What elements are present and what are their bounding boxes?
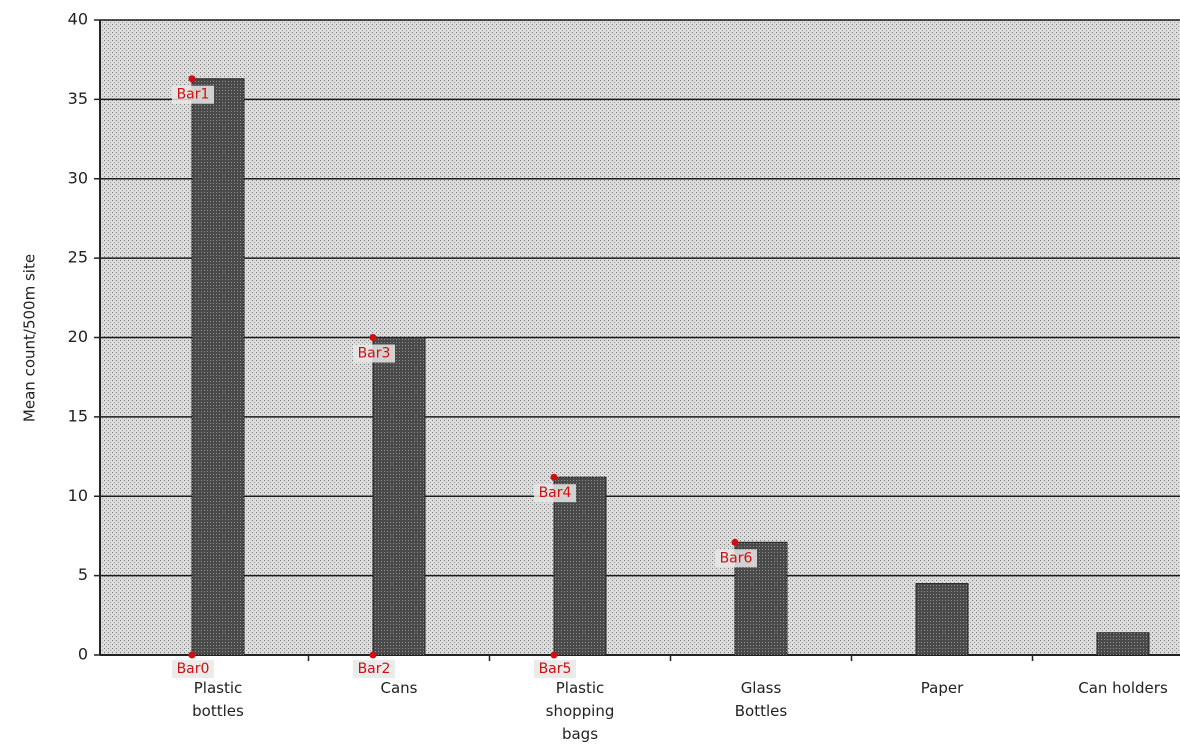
y-tick-label: 15 (68, 406, 88, 425)
annotation-box (715, 549, 757, 568)
y-tick-label: 10 (68, 486, 88, 505)
y-tick-label: 20 (68, 327, 88, 346)
annotation-label: Bar5 (539, 661, 572, 677)
annotation-dot (188, 75, 196, 83)
bar-texture (373, 337, 425, 655)
annotation-dot (369, 334, 377, 341)
bar-texture (554, 477, 606, 655)
x-tick-label: Plastic shopping bags (545, 679, 615, 743)
y-axis-label: Mean count/500m site (21, 254, 39, 422)
x-tick-label: Cans (380, 679, 418, 697)
bar-texture (916, 583, 968, 655)
bar-texture (1097, 632, 1149, 655)
x-tick-label: Plastic bottles (192, 679, 244, 720)
annotation-dot (369, 651, 377, 659)
annotation-box (172, 85, 214, 104)
annotation-label: Bar1 (177, 87, 210, 103)
y-tick-label: 0 (78, 645, 88, 664)
annotation-label: Bar2 (358, 661, 391, 677)
annotation-dot (550, 473, 558, 481)
annotation-label: Bar6 (720, 550, 753, 566)
annotation-label: Bar0 (177, 661, 210, 677)
y-tick-label: 5 (78, 565, 88, 584)
annotation-box (353, 344, 395, 363)
y-tick-label: 30 (68, 168, 88, 187)
annotation-dot (731, 538, 739, 546)
annotation-box (353, 660, 395, 678)
bar-texture (192, 78, 244, 656)
x-tick-label: Paper (920, 679, 964, 697)
annotation-box (534, 484, 576, 503)
annotation-box (534, 660, 576, 678)
annotation-dot (188, 651, 196, 659)
x-tick-label: Can holders (1078, 679, 1168, 697)
annotation-label: Bar3 (358, 346, 391, 362)
x-tick-label: Glass Bottles (734, 679, 788, 720)
y-tick-label: 35 (68, 89, 88, 108)
annotation-box (172, 660, 214, 678)
annotation-dot (550, 651, 558, 659)
y-tick-label: 40 (68, 10, 88, 29)
y-tick-label: 25 (68, 248, 88, 267)
annotation-label: Bar4 (539, 485, 572, 501)
